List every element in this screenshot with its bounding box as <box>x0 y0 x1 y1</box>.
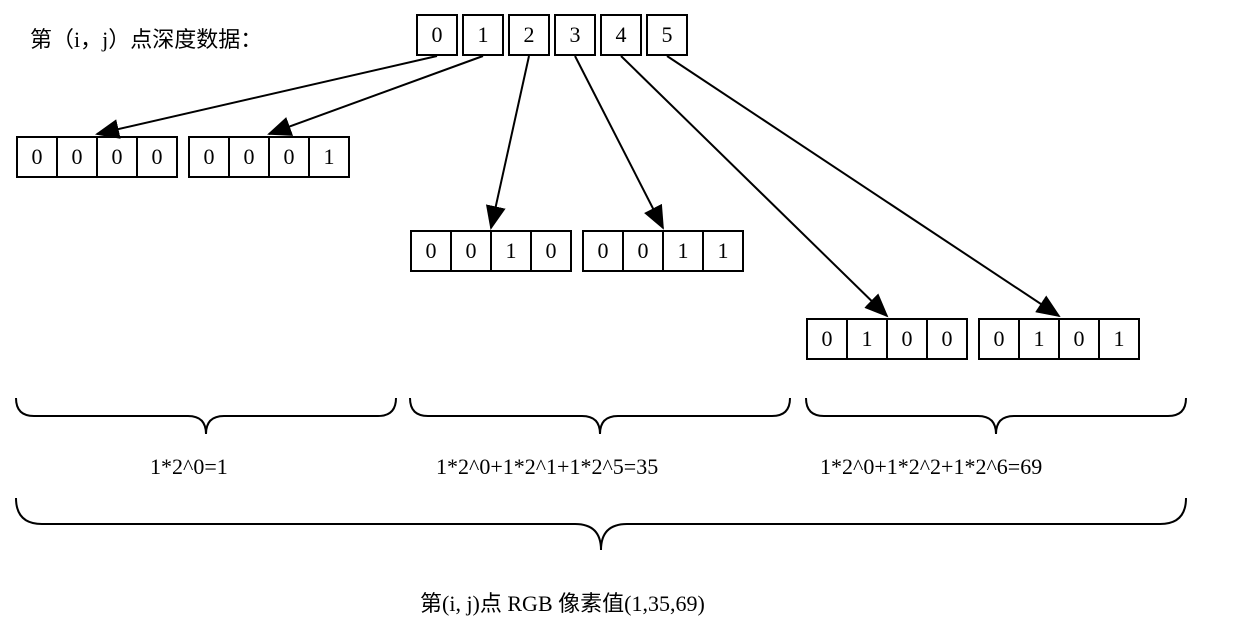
bit-cell: 1 <box>1098 318 1140 360</box>
bit-cell: 1 <box>490 230 532 272</box>
binary-subgroup: 0 0 0 1 <box>188 136 350 178</box>
bit-cell: 0 <box>136 136 178 178</box>
depth-data-row: 0 1 2 3 4 5 <box>416 14 688 56</box>
bit-cell: 0 <box>1058 318 1100 360</box>
binary-subgroup: 0 0 0 0 <box>16 136 178 178</box>
binary-subgroup: 0 0 1 0 <box>410 230 572 272</box>
bit-cell: 0 <box>96 136 138 178</box>
binary-subgroup: 0 1 0 0 <box>806 318 968 360</box>
bit-cell: 0 <box>582 230 624 272</box>
bit-cell: 1 <box>1018 318 1060 360</box>
bit-cell: 0 <box>926 318 968 360</box>
bit-cell: 0 <box>806 318 848 360</box>
result-label: 第(i, j)点 RGB 像素值(1,35,69) <box>420 586 705 618</box>
bit-cell: 0 <box>410 230 452 272</box>
calculation-1: 1*2^0+1*2^1+1*2^5=35 <box>436 454 658 480</box>
bit-cell: 0 <box>530 230 572 272</box>
binary-row-0: 0 0 0 0 0 0 0 1 <box>16 136 350 178</box>
depth-cell: 0 <box>416 14 458 56</box>
bit-cell: 0 <box>268 136 310 178</box>
depth-cell: 3 <box>554 14 596 56</box>
bit-cell: 1 <box>846 318 888 360</box>
title-label: 第（i，j）点深度数据： <box>30 22 262 54</box>
bit-cell: 0 <box>886 318 928 360</box>
binary-row-2: 0 1 0 0 0 1 0 1 <box>806 318 1140 360</box>
depth-cell: 4 <box>600 14 642 56</box>
bit-cell: 0 <box>56 136 98 178</box>
depth-cell: 1 <box>462 14 504 56</box>
bit-cell: 0 <box>622 230 664 272</box>
bit-cell: 0 <box>450 230 492 272</box>
diagram-svg <box>0 0 1240 623</box>
depth-cell: 5 <box>646 14 688 56</box>
bit-cell: 1 <box>702 230 744 272</box>
bit-cell: 1 <box>662 230 704 272</box>
bit-cell: 1 <box>308 136 350 178</box>
bit-cell: 0 <box>228 136 270 178</box>
binary-subgroup: 0 1 0 1 <box>978 318 1140 360</box>
binary-subgroup: 0 0 1 1 <box>582 230 744 272</box>
depth-cell: 2 <box>508 14 550 56</box>
calculation-2: 1*2^0+1*2^2+1*2^6=69 <box>820 454 1042 480</box>
binary-row-1: 0 0 1 0 0 0 1 1 <box>410 230 744 272</box>
bit-cell: 0 <box>978 318 1020 360</box>
calculation-0: 1*2^0=1 <box>150 454 228 480</box>
bit-cell: 0 <box>16 136 58 178</box>
bit-cell: 0 <box>188 136 230 178</box>
